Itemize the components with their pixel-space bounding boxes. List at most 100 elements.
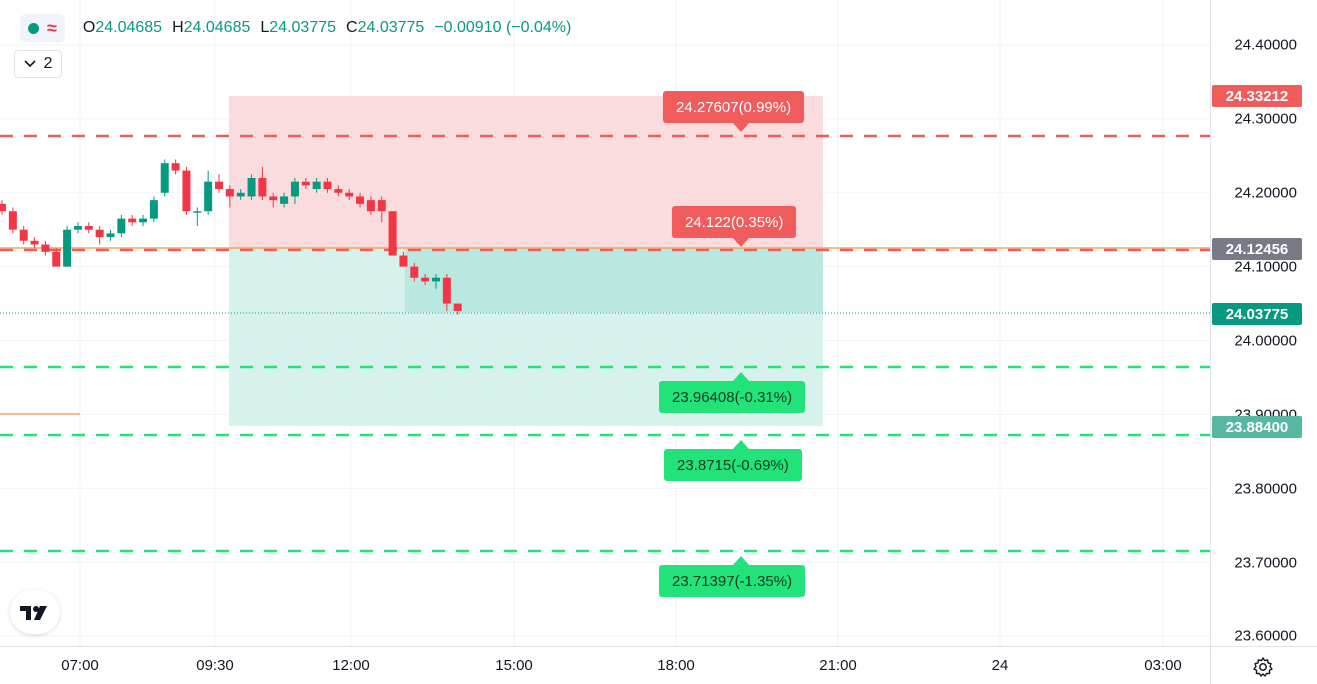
- target-arrow: [733, 238, 749, 247]
- price-tick: 24.20000: [1234, 184, 1297, 202]
- target-arrow: [733, 123, 749, 132]
- candle-body: [290, 181, 299, 197]
- entry-price-badge: 24.12456: [1212, 238, 1302, 260]
- candle-body: [8, 211, 17, 230]
- candle-body: [301, 181, 310, 186]
- target-label-green-2[interactable]: 23.8715(-0.69%): [664, 449, 802, 481]
- candle-body: [410, 266, 419, 278]
- price-axis[interactable]: 24.40000 24.30000 24.20000 24.10000 24.0…: [1210, 0, 1317, 646]
- candle-body: [73, 225, 82, 230]
- time-tick: 03:00: [1144, 657, 1182, 674]
- candle-body: [453, 303, 462, 311]
- candle-body: [269, 196, 278, 201]
- target-text: 24.122(0.35%): [685, 213, 784, 231]
- indicators-toggle-button[interactable]: 2: [14, 50, 62, 78]
- market-open-icon: [28, 22, 39, 34]
- target-label-red-top[interactable]: 24.27607(0.99%): [663, 91, 805, 123]
- close-key: C: [346, 19, 358, 36]
- target-price-badge: 23.88400: [1212, 416, 1302, 438]
- chart-canvas[interactable]: [0, 0, 1210, 646]
- time-tick: 15:00: [495, 657, 533, 674]
- price-tick: 24.10000: [1234, 258, 1297, 276]
- target-arrow: [733, 372, 749, 381]
- time-tick: 07:00: [61, 657, 99, 674]
- candle-body: [171, 163, 180, 171]
- candles: [0, 159, 462, 315]
- time-tick: 18:00: [657, 657, 695, 674]
- price-tick: 23.70000: [1234, 554, 1297, 572]
- candle-body: [421, 277, 430, 282]
- candle-body: [0, 203, 6, 212]
- symbol-status-pill[interactable]: ≈: [20, 14, 65, 42]
- candle-body: [204, 181, 213, 212]
- candle-body: [139, 218, 148, 223]
- candle-body: [106, 233, 115, 238]
- candle-body: [377, 200, 386, 212]
- candle-body: [215, 181, 223, 190]
- change-value: −0.00910 (−0.04%): [434, 19, 572, 36]
- axis-corner: [1210, 646, 1317, 684]
- high-value: 24.04685: [183, 19, 251, 36]
- profit-zone-active: [405, 248, 823, 312]
- chart-pane[interactable]: 24.27607(0.99%) 24.122(0.35%) 23.96408(-…: [0, 0, 1210, 646]
- candle-body: [128, 218, 137, 223]
- candle-body: [258, 177, 267, 197]
- target-text: 23.96408(-0.31%): [672, 388, 793, 406]
- candle-body: [117, 218, 126, 234]
- tradingview-logo[interactable]: [10, 590, 60, 634]
- candle-body: [236, 192, 245, 197]
- low-value: 24.03775: [269, 19, 337, 36]
- price-tick: 24.40000: [1234, 36, 1297, 54]
- target-label-green-1[interactable]: 23.96408(-0.31%): [659, 381, 806, 413]
- target-arrow: [733, 440, 749, 449]
- candle-body: [19, 229, 28, 241]
- candle-body: [366, 200, 375, 212]
- time-tick: 24: [991, 657, 1009, 674]
- ohlc-legend: ≈ O 24.04685 H 24.04685 L 24.03775 C 24.…: [20, 12, 571, 44]
- candle-body: [432, 277, 440, 282]
- candle-body: [356, 196, 365, 204]
- candle-body: [225, 189, 234, 197]
- time-tick: 21:00: [819, 657, 857, 674]
- candle-body: [63, 229, 72, 267]
- tradingview-logo-icon: [20, 606, 47, 620]
- candle-body: [182, 170, 191, 212]
- chart-settings-button[interactable]: [1251, 655, 1275, 679]
- target-text: 23.8715(-0.69%): [677, 456, 789, 474]
- price-tick: 23.60000: [1234, 627, 1297, 645]
- candle-body: [193, 211, 202, 213]
- price-tick: 24.00000: [1234, 332, 1297, 350]
- candle-body: [388, 211, 397, 256]
- candle-body: [323, 181, 332, 190]
- price-tick: 23.80000: [1234, 480, 1297, 498]
- candle-body: [41, 244, 50, 252]
- target-label-red-mid[interactable]: 24.122(0.35%): [672, 206, 797, 238]
- last-price-badge: 24.03775: [1212, 303, 1302, 325]
- candle-body: [52, 251, 61, 267]
- candle-body: [312, 181, 321, 190]
- indicator-count: 2: [43, 55, 53, 72]
- data-delay-icon: ≈: [47, 17, 57, 38]
- low-key: L: [260, 19, 270, 36]
- time-tick: 12:00: [332, 657, 370, 674]
- stop-price-badge: 24.33212: [1212, 85, 1302, 107]
- candle-body: [399, 255, 408, 267]
- candle-body: [149, 200, 158, 219]
- chevron-down-icon: [23, 55, 36, 73]
- close-value: 24.03775: [357, 19, 425, 36]
- time-tick: 09:30: [196, 657, 234, 674]
- open-value: 24.04685: [95, 19, 163, 36]
- candle-body: [442, 277, 451, 304]
- candle-body: [247, 177, 256, 197]
- target-text: 23.71397(-1.35%): [672, 572, 793, 590]
- gear-icon: [1253, 657, 1273, 677]
- candle-body: [95, 229, 104, 238]
- target-label-green-3[interactable]: 23.71397(-1.35%): [659, 565, 806, 597]
- candle-body: [334, 189, 343, 193]
- time-axis[interactable]: 07:00 09:30 12:00 15:00 18:00 21:00 24 0…: [0, 646, 1210, 684]
- candle-body: [84, 225, 93, 230]
- price-tick: 24.30000: [1234, 110, 1297, 128]
- open-key: O: [82, 19, 96, 36]
- target-text: 24.27607(0.99%): [676, 98, 792, 116]
- candle-body: [345, 192, 354, 197]
